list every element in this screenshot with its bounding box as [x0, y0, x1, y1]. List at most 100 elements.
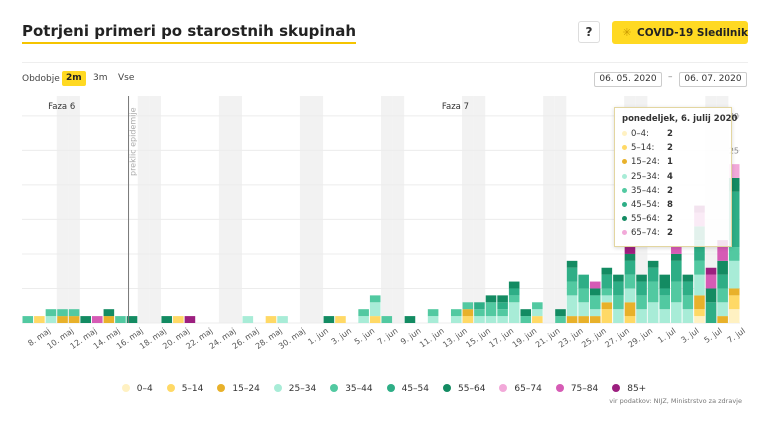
- tooltip-label: 0–4:: [631, 129, 649, 139]
- bar-segment: [624, 288, 636, 303]
- tooltip-value: 2: [667, 143, 673, 154]
- bar-segment: [659, 274, 671, 289]
- bar-segment: [613, 281, 624, 296]
- legend-dot: [443, 384, 452, 392]
- x-tick-label: 15. jun: [464, 326, 492, 349]
- bar-segment: [694, 274, 705, 296]
- legend-item[interactable]: 75–84: [555, 384, 598, 394]
- bar-segment: [717, 260, 728, 275]
- bar-segment: [566, 267, 578, 282]
- legend-item[interactable]: 65–74: [499, 384, 542, 394]
- bar-segment: [532, 316, 543, 323]
- legend-dot: [499, 384, 508, 392]
- legend-item[interactable]: 85+: [612, 384, 646, 394]
- x-tick-label: 23. jun: [557, 326, 585, 349]
- period-2m-button[interactable]: 2m: [62, 71, 86, 86]
- bar-segment: [474, 316, 485, 323]
- bar-segment: [601, 295, 613, 303]
- tooltip-row: 15–24: 1: [622, 155, 724, 169]
- bar-segment: [728, 247, 740, 261]
- bar-segment: [474, 309, 485, 317]
- period-all-button[interactable]: Vse: [118, 73, 135, 83]
- bar-segment: [508, 281, 520, 289]
- x-tick-label: 17. jun: [488, 326, 516, 349]
- bar-segment: [184, 316, 196, 323]
- date-to-input[interactable]: 06. 07. 2020: [679, 72, 747, 87]
- bar-segment: [728, 260, 740, 289]
- bar-segment: [601, 302, 613, 310]
- bar-segment: [717, 302, 728, 317]
- bar-segment: [647, 302, 659, 323]
- bar-segment: [671, 302, 682, 323]
- tooltip-dot: [622, 131, 627, 136]
- bar-segment: [126, 316, 138, 323]
- legend-item[interactable]: 45–54: [386, 384, 429, 394]
- period-3m-button[interactable]: 3m: [93, 73, 108, 83]
- bar-segment: [485, 295, 497, 303]
- bar-segment: [659, 288, 671, 296]
- weekend-band: [381, 96, 393, 323]
- tooltip-dot: [622, 216, 627, 222]
- bar-segment: [68, 316, 80, 323]
- bar-segment: [462, 316, 474, 323]
- legend-item[interactable]: 15–24: [217, 384, 260, 394]
- x-tick-label: 21. jun: [534, 326, 562, 349]
- tooltip-dot: [622, 201, 627, 207]
- bar-segment: [705, 302, 717, 323]
- help-button[interactable]: ?: [578, 21, 600, 43]
- legend-item[interactable]: 55–64: [443, 384, 485, 394]
- legend-item[interactable]: 35–44: [330, 384, 373, 394]
- x-tick-label: 7. jun: [376, 326, 400, 346]
- bar-segment: [369, 316, 381, 323]
- bar-segment: [601, 309, 613, 323]
- bar-segment: [694, 316, 705, 323]
- bar-segment: [705, 274, 717, 289]
- legend-dot: [273, 384, 282, 392]
- bar-segment: [705, 267, 717, 275]
- tooltip-value: 1: [667, 157, 673, 168]
- legend-dot: [121, 384, 130, 392]
- tooltip-dot: [622, 173, 627, 179]
- bar-segment: [682, 281, 694, 296]
- bar-segment: [427, 309, 439, 317]
- legend-label: 65–74: [514, 384, 542, 394]
- tooltip-label: 65–74:: [631, 228, 660, 239]
- bar-segment: [242, 316, 254, 323]
- legend-label: 0–4: [136, 384, 153, 394]
- y-tick-label: 30: [729, 112, 739, 121]
- legend-dot: [555, 384, 564, 392]
- bar-segment: [671, 247, 682, 254]
- tooltip-row: 25–34: 4: [622, 170, 724, 184]
- x-tick-label: 19. jun: [511, 326, 539, 349]
- tooltip-row: 65–74: 2: [622, 226, 724, 240]
- bar-segment: [520, 316, 532, 323]
- date-separator: –: [668, 72, 673, 82]
- bar-segment: [485, 316, 497, 323]
- legend-item[interactable]: 5–14: [166, 384, 203, 394]
- tooltip-label: 45–54:: [631, 199, 660, 210]
- bar-segment: [682, 274, 694, 282]
- bar-segment: [624, 253, 636, 261]
- legend-item[interactable]: 0–4: [121, 384, 153, 394]
- x-tick-label: 30. maj: [277, 326, 307, 351]
- date-from-input[interactable]: 06. 05. 2020: [594, 72, 662, 87]
- bar-segment: [381, 316, 393, 323]
- sledilnik-home-button[interactable]: ✳ COVID-19 Sledilnik: [612, 21, 748, 44]
- bar-segment: [578, 316, 589, 323]
- bar-segment: [647, 267, 659, 282]
- bar-segment: [647, 281, 659, 303]
- bar-segment: [508, 288, 520, 296]
- bar-segment: [613, 274, 624, 282]
- bar-segment: [636, 309, 647, 323]
- bar-segment: [717, 247, 728, 261]
- bar-segment: [624, 247, 636, 254]
- weekend-band: [68, 96, 80, 323]
- bar-segment: [717, 316, 728, 323]
- bar-segment: [624, 274, 636, 289]
- legend-item[interactable]: 25–34: [273, 384, 316, 394]
- bar-segment: [450, 316, 462, 323]
- bar-segment: [115, 316, 126, 323]
- bar-segment: [705, 288, 717, 303]
- bar-segment: [601, 267, 613, 275]
- tooltip-dot: [622, 187, 627, 193]
